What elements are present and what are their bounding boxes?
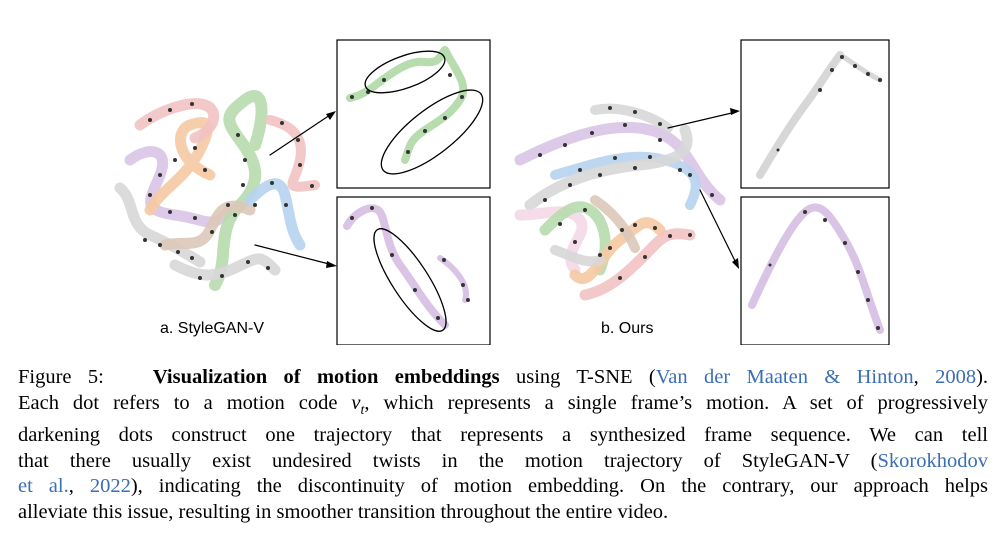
caption-text: , which represents a single frame’s moti… xyxy=(364,391,988,414)
panel-a-tsne-scatter xyxy=(114,90,337,291)
citation-year-2008[interactable]: 2008 xyxy=(935,366,977,388)
caption-text: , xyxy=(913,366,936,388)
citation-link-skorokhodov[interactable]: Skorokhodov xyxy=(877,449,988,472)
caption-text: that there usually exist undesired twist… xyxy=(18,449,878,472)
caption-title: Visualization of motion embeddings xyxy=(152,366,500,388)
trajectory-gray xyxy=(114,182,206,268)
panel-b-zoom-top xyxy=(740,39,890,189)
trajectory-blue xyxy=(244,178,306,251)
citation-link-etal[interactable]: et al. xyxy=(18,475,69,498)
arrow-b-top xyxy=(667,111,737,129)
caption-line-3: darkening dots construct one trajectory … xyxy=(18,424,988,447)
trajectory-pink xyxy=(134,98,220,144)
panel-a-zoom-bottom xyxy=(336,196,491,345)
caption-line-1: Figure 5: Visualization of motion embedd… xyxy=(18,365,988,391)
caption-line-4: that there usually exist undesired twist… xyxy=(18,449,988,475)
arrow-a-top xyxy=(269,112,334,156)
panel-b-label: b. Ours xyxy=(601,320,653,337)
panel-a-label: a. StyleGAN-V xyxy=(160,320,264,337)
panel-b-zoom-bottom xyxy=(740,196,890,345)
caption-text: ), indicating the discontinuity of motio… xyxy=(130,475,988,498)
panel-a-zoom-top xyxy=(336,39,491,189)
citation-year-2022[interactable]: 2022 xyxy=(89,475,131,498)
caption-text: , xyxy=(68,475,90,498)
math-v: v xyxy=(351,391,361,414)
math-subscript-t: t xyxy=(360,402,365,418)
caption-text: using T-SNE ( xyxy=(499,366,656,388)
caption-line-6: alleviate this issue, resulting in smoot… xyxy=(18,500,669,523)
arrow-b-bottom xyxy=(699,189,738,266)
figure-image: a. StyleGAN-V xyxy=(114,39,890,345)
citation-link-maaten[interactable]: Van der Maaten & Hinton xyxy=(655,366,914,388)
arrow-a-bottom xyxy=(254,244,334,266)
figure-caption: Figure 5: Visualization of motion embedd… xyxy=(18,365,988,525)
caption-line-5: et al., 2022), indicating the discontinu… xyxy=(18,474,988,500)
trajectory-red xyxy=(265,115,320,192)
trajectory-dots xyxy=(143,102,314,280)
trajectory-gray2 xyxy=(169,253,281,281)
caption-line-2: Each dot refers to a motion code vt, whi… xyxy=(18,391,988,424)
trajectory-brown xyxy=(159,200,256,251)
panel-b-tsne-scatter xyxy=(514,103,740,301)
caption-figure-label: Figure 5: xyxy=(18,366,104,388)
trajectory-green xyxy=(209,90,268,291)
caption-text: Each dot refers to a motion code xyxy=(18,391,352,414)
caption-text: ). xyxy=(976,366,989,388)
